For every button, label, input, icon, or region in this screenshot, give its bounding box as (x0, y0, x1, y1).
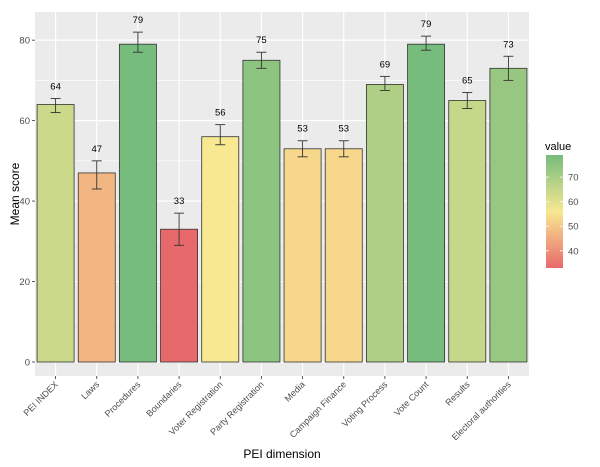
legend-tick-label: 60 (568, 197, 579, 208)
bar (160, 228, 199, 363)
bar (201, 136, 240, 363)
bar (283, 148, 322, 363)
bar (118, 43, 157, 363)
y-tick-label: 20 (19, 277, 30, 288)
legend-tick-label: 50 (568, 222, 579, 233)
y-tick-label: 0 (25, 358, 30, 369)
data-label: 79 (133, 15, 144, 26)
data-label: 73 (503, 39, 514, 50)
y-axis: 0 20 40 60 80 (19, 36, 35, 369)
bar-series: 64 47 79 33 56 75 53 53 69 79 65 73 (36, 15, 528, 363)
bar (489, 67, 528, 363)
legend-tick-label: 70 (568, 173, 579, 184)
plot-panel (35, 12, 529, 376)
bar (242, 59, 281, 363)
data-label: 33 (174, 196, 185, 207)
data-label: 53 (338, 124, 349, 135)
legend: value 40 50 60 70 (545, 141, 579, 268)
data-label: 65 (462, 75, 473, 86)
x-tick-label: Media (283, 379, 307, 403)
data-label: 53 (297, 124, 308, 135)
x-tick-label: Procedures (103, 379, 143, 419)
legend-title: value (545, 141, 571, 153)
y-axis-title: Mean score (8, 162, 22, 225)
y-tick-label: 80 (19, 36, 30, 47)
bar (407, 43, 446, 363)
data-label: 79 (421, 19, 432, 30)
x-tick-label: Vote Count (392, 379, 431, 418)
data-label: 69 (380, 59, 391, 70)
legend-colorbar (546, 155, 563, 268)
y-tick-label: 40 (19, 197, 30, 208)
x-axis-title: PEI dimension (243, 447, 320, 461)
bar (77, 172, 116, 363)
x-tick-label: Laws (79, 379, 101, 401)
bar (36, 104, 75, 363)
x-tick-label: PEI INDEX (21, 379, 60, 418)
data-label: 47 (91, 144, 102, 155)
data-label: 56 (215, 108, 226, 119)
bar (365, 84, 404, 363)
bar (448, 100, 487, 363)
legend-tick-label: 40 (568, 246, 579, 257)
data-label: 75 (256, 35, 267, 46)
y-tick-label: 60 (19, 116, 30, 127)
x-tick-label: Results (443, 379, 472, 408)
data-label: 64 (50, 81, 61, 92)
x-tick-label: Boundaries (144, 379, 184, 419)
bar (324, 148, 363, 363)
